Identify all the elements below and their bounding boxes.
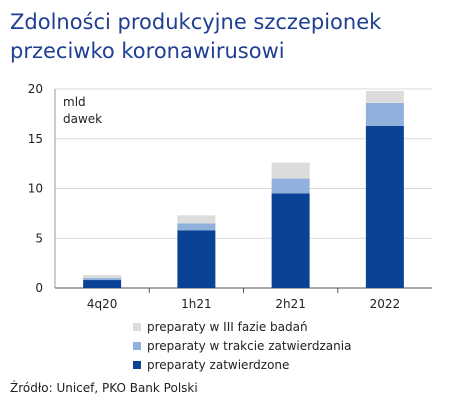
bar-segment-1h21-1 bbox=[177, 223, 216, 231]
chart-title-line-1: Zdolności produkcyjne szczepionek bbox=[10, 10, 382, 34]
bar-segment-2h21-2 bbox=[271, 162, 310, 179]
bar-segment-4q20-1 bbox=[83, 278, 122, 281]
legend: preparaty w III fazie badań preparaty w … bbox=[133, 317, 351, 374]
x-tick-label: 1h21 bbox=[181, 297, 212, 311]
bar-segment-2h21-0 bbox=[271, 193, 310, 288]
bar-segment-2h21-1 bbox=[271, 178, 310, 194]
legend-label-phase3: preparaty w III fazie badań bbox=[147, 319, 308, 334]
y-axis-label: mld bbox=[63, 95, 86, 109]
x-tick-label: 2022 bbox=[370, 297, 401, 311]
y-tick-label: 0 bbox=[35, 281, 43, 295]
bar-segment-2022-0 bbox=[365, 125, 404, 288]
legend-item-approved: preparaty zatwierdzone bbox=[133, 355, 351, 374]
bar-segment-4q20-2 bbox=[83, 275, 122, 279]
legend-label-approved: preparaty zatwierdzone bbox=[147, 357, 290, 372]
y-tick-label: 5 bbox=[35, 231, 43, 245]
bar-segment-4q20-0 bbox=[83, 280, 122, 288]
bar-segment-2022-2 bbox=[365, 90, 404, 103]
legend-item-phase3: preparaty w III fazie badań bbox=[133, 317, 351, 336]
legend-swatch-approved bbox=[133, 360, 141, 369]
y-tick-label: 20 bbox=[28, 82, 43, 96]
legend-label-in-approval: preparaty w trakcie zatwierdzania bbox=[147, 338, 352, 353]
y-tick-label: 10 bbox=[28, 182, 43, 196]
x-tick-label: 4q20 bbox=[87, 297, 118, 311]
chart-title-line-2: przeciwko koronawirusowi bbox=[10, 39, 285, 63]
bar-segment-2022-1 bbox=[365, 102, 404, 126]
x-tick-label: 2h21 bbox=[275, 297, 306, 311]
legend-swatch-phase3 bbox=[133, 322, 141, 331]
bar-segment-1h21-0 bbox=[177, 230, 216, 288]
source-note: Źródło: Unicef, PKO Bank Polski bbox=[10, 381, 198, 395]
y-axis-label: dawek bbox=[63, 112, 102, 126]
y-tick-label: 15 bbox=[28, 132, 43, 146]
legend-swatch-in-approval bbox=[133, 341, 141, 350]
legend-item-in-approval: preparaty w trakcie zatwierdzania bbox=[133, 336, 351, 355]
chart-title: Zdolności produkcyjne szczepionek przeci… bbox=[10, 8, 450, 66]
bar-segment-1h21-2 bbox=[177, 215, 216, 224]
